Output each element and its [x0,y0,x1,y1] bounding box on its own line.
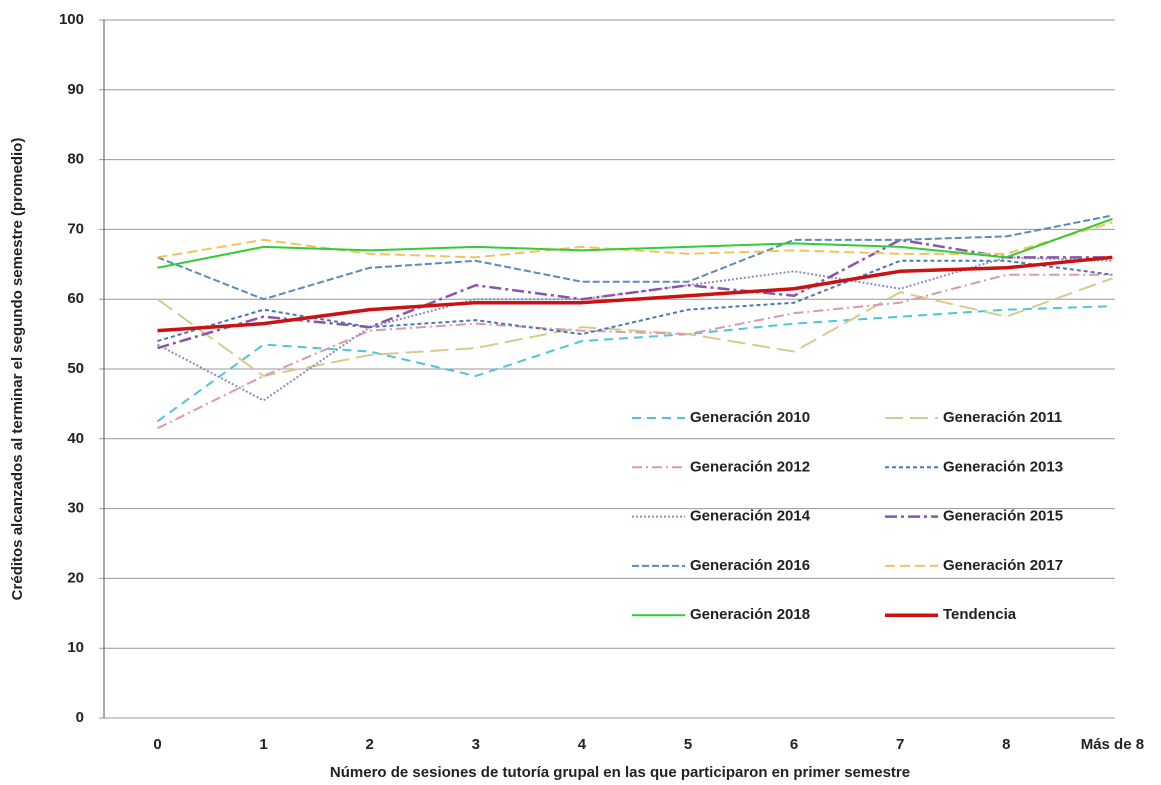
y-tick-label: 40 [67,430,84,447]
x-axis-title: Número de sesiones de tutoría grupal en … [330,764,910,781]
legend-label: Generación 2016 [690,557,810,574]
series-line [157,256,1113,402]
x-tick-label: 5 [684,736,692,753]
legend-label: Generación 2014 [690,508,811,525]
legend-label: Generación 2011 [943,409,1062,426]
legend-label: Generación 2013 [943,458,1063,475]
legend-label: Generación 2012 [690,458,810,475]
series-line [157,255,1113,333]
series-line [157,214,1113,301]
series-line [157,221,1113,259]
legend-label: Generación 2015 [943,508,1063,525]
x-tick-label: 8 [1002,736,1010,753]
x-tick-label: 6 [790,736,798,753]
y-tick-label: 20 [67,569,84,586]
y-tick-label: 10 [67,639,84,656]
x-tick-label: 2 [366,736,374,753]
x-tick-label: 4 [578,736,587,753]
legend-label: Tendencia [943,606,1017,623]
x-tick-label: 7 [896,736,904,753]
y-axis-title: Créditos alcanzados al terminar el segun… [9,138,26,601]
y-tick-label: 0 [76,709,84,726]
y-tick-label: 80 [67,151,84,168]
y-tick-label: 50 [67,360,84,377]
legend-label: Generación 2017 [943,557,1063,574]
x-tick-label: 0 [153,736,161,753]
series-line [156,277,1113,377]
series-line [157,238,1113,350]
y-tick-label: 30 [67,500,84,517]
x-tick-label: 1 [259,736,267,753]
legend-label: Generación 2010 [690,409,810,426]
y-tick-label: 100 [59,11,84,28]
series-line [157,217,1113,269]
x-tick-label: Más de 8 [1081,736,1144,753]
series-line [157,273,1113,430]
y-tick-label: 70 [67,220,84,237]
x-tick-label: 3 [472,736,480,753]
y-tick-label: 60 [67,290,84,307]
legend-label: Generación 2018 [690,606,810,623]
series-line [156,305,1113,423]
y-tick-label: 90 [67,81,84,98]
